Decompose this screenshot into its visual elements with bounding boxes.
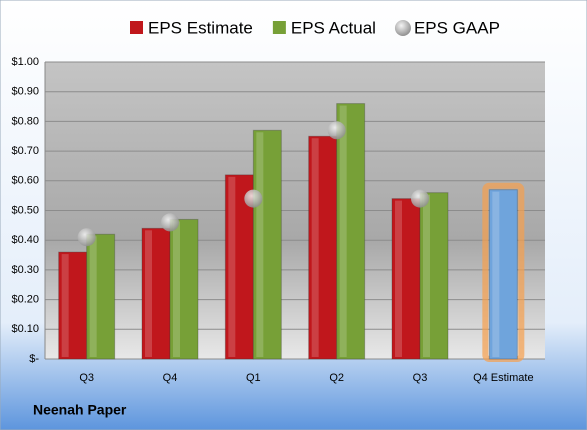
bar — [488, 189, 518, 360]
bar-shine — [311, 138, 319, 357]
point — [161, 213, 179, 232]
point — [77, 228, 96, 247]
y-tick-label: $0.30 — [11, 264, 39, 276]
x-tick-label: Q4 Estimate — [473, 372, 534, 384]
bar-shine — [256, 132, 264, 357]
legend-marker — [272, 21, 286, 34]
bar-shine — [61, 254, 69, 357]
bar-shine — [395, 200, 402, 357]
y-tick-label: $- — [29, 353, 39, 365]
legend-marker — [394, 20, 411, 36]
bar-shine — [423, 194, 430, 357]
y-tick-label: $0.40 — [11, 234, 39, 246]
point — [244, 189, 263, 208]
y-tick-label: $0.10 — [11, 323, 39, 335]
bar-shine — [228, 176, 236, 357]
y-tick-label: $0.90 — [11, 86, 39, 98]
bar-shine — [492, 191, 500, 357]
bar-shine — [173, 221, 180, 357]
bar — [419, 192, 449, 360]
x-tick-label: Q3 — [413, 372, 428, 384]
y-tick-label: $0.50 — [11, 204, 39, 216]
y-tick-label: $0.70 — [11, 145, 39, 157]
x-tick-label: Q2 — [329, 372, 344, 384]
legend-label: EPS GAAP — [414, 18, 500, 37]
point — [411, 189, 429, 208]
bar-shine — [339, 105, 347, 357]
point — [327, 121, 346, 140]
bar — [86, 233, 116, 360]
x-tick-label: Q4 — [163, 372, 178, 384]
y-tick-label: $0.60 — [11, 175, 39, 187]
bar — [252, 129, 282, 360]
x-tick-label: Q3 — [79, 372, 94, 384]
bar — [336, 103, 366, 360]
y-tick-label: $0.20 — [11, 294, 39, 306]
legend-marker — [130, 21, 143, 34]
company: Neenah Paper — [33, 402, 127, 418]
x-tick-label: Q1 — [246, 372, 261, 384]
y-tick-label: $1.00 — [11, 56, 39, 68]
legend-label: EPS Actual — [291, 18, 376, 37]
bar-shine — [89, 236, 97, 357]
y-tick-label: $0.80 — [11, 115, 39, 127]
bar-shine — [145, 230, 152, 357]
bar — [169, 218, 199, 360]
legend-label: EPS Estimate — [148, 18, 253, 37]
